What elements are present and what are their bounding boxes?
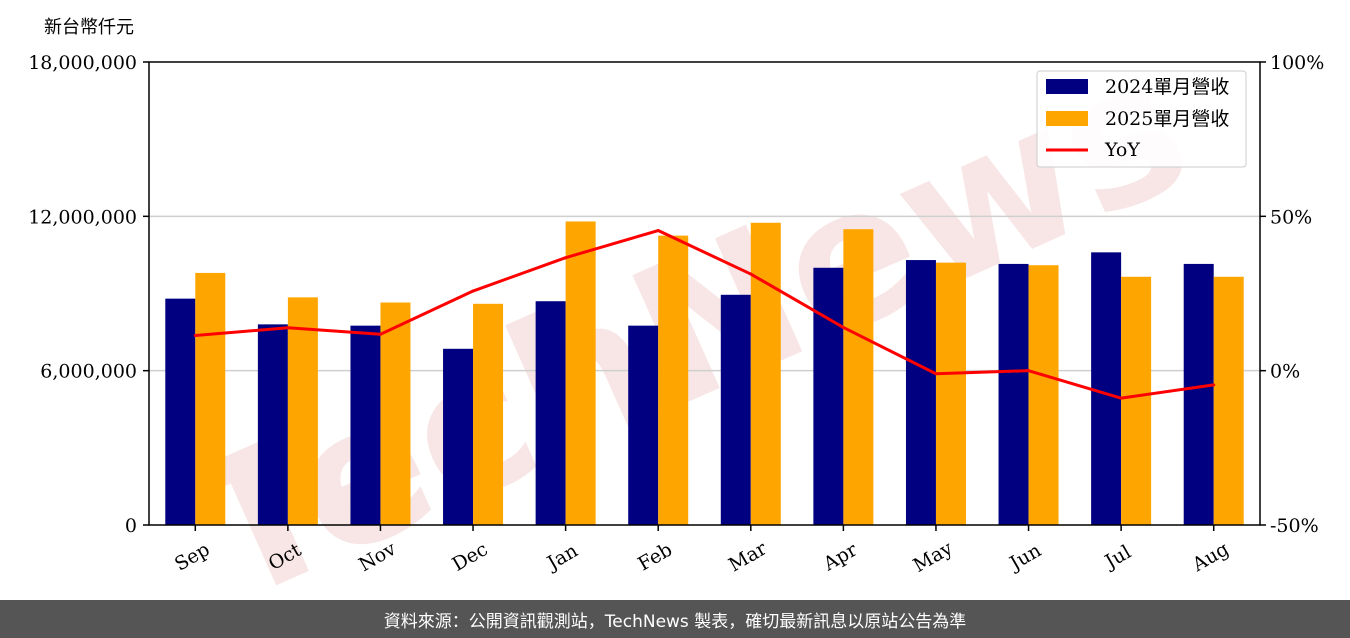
legend-label-2024: 2024單月營收 [1105,76,1229,98]
y-left-tick-label: 0 [125,515,137,537]
yoy-line [195,229,1214,400]
y-left-tick-label: 12,000,000 [28,206,137,228]
chart: TechNews 新台幣仟元 06,000,00012,000,00018,00… [28,14,1324,600]
bar-2024單月營收-Feb [628,325,659,525]
x-tick-label-Jun: Jun [1004,539,1045,575]
source-footer: 資料來源：公開資訊觀測站，TechNews 製表，確切最新訊息以原站公告為準 [0,600,1350,638]
yoy-point-May [934,372,938,376]
legend-swatch-2025 [1046,111,1088,126]
legend-swatch-2024 [1046,79,1088,94]
bar-2024單月營收-Dec [443,348,474,525]
bar-2024單月營收-Aug [1183,263,1214,525]
x-tick-label-Aug: Aug [1188,538,1233,577]
yoy-point-Mar [749,272,753,276]
bars [165,221,1244,525]
y-left-tick-label: 6,000,000 [40,361,137,383]
x-tick-label-May: May [909,537,956,577]
yoy-point-Dec [471,289,475,293]
gridlines [149,215,1260,372]
y-unit-label: 新台幣仟元 [44,17,134,38]
x-tick-label-Mar: Mar [725,537,771,576]
x-tick-label-Apr: Apr [819,538,862,575]
y-right-tick-label: -50% [1270,515,1319,537]
bar-2024單月營收-Sep [165,298,196,525]
bar-2025單月營收-May [935,262,966,525]
bar-2025單月營收-Feb [658,235,689,525]
yoy-line-layer [193,229,1216,400]
bar-2025單月營收-Jul [1121,276,1152,525]
bar-2024單月營收-Jan [535,301,566,525]
bar-2024單月營收-Nov [350,325,381,525]
yoy-point-Jan [564,256,568,260]
legend-label-2025: 2025單月營收 [1105,108,1229,130]
yoy-point-Aug [1212,383,1216,387]
bar-2025單月營收-Oct [287,297,318,525]
bar-2025單月營收-Mar [750,222,781,525]
bar-2025單月營收-Apr [843,229,874,525]
yoy-point-Nov [378,332,382,336]
bar-2024單月營收-Oct [257,324,288,525]
bar-2024單月營收-May [905,260,936,525]
y-right-tick-label: 100% [1270,52,1324,74]
x-tick-label-Jan: Jan [542,540,582,576]
source-text: 資料來源：公開資訊觀測站，TechNews 製表，確切最新訊息以原站公告為準 [383,611,967,632]
bar-2025單月營收-Jan [565,221,596,525]
yoy-point-Jun [1027,369,1031,373]
y-left-tick-label: 18,000,000 [28,52,137,74]
bar-2025單月營收-Sep [195,272,226,525]
bar-2025單月營收-Nov [380,302,411,525]
bar-2025單月營收-Jun [1028,265,1059,525]
y-right-tick-label: 50% [1270,206,1312,228]
x-tick-label-Jul: Jul [1100,541,1135,574]
y-right-tick-label: 0% [1270,361,1300,383]
yoy-point-Feb [656,229,660,233]
bar-2024單月營收-Mar [720,294,751,525]
bar-2025單月營收-Aug [1213,276,1244,525]
yoy-point-Oct [286,326,290,330]
yoy-point-Jul [1119,396,1123,400]
legend: 2024單月營收 2025單月營收 YoY [1036,70,1247,168]
bar-2024單月營收-Jul [1091,252,1122,525]
legend-box [1036,70,1247,168]
legend-label-yoy: YoY [1104,139,1140,161]
bar-2024單月營收-Jun [998,263,1029,525]
plot-frame [148,61,1261,526]
x-tick-label-Feb: Feb [634,539,676,576]
yoy-point-Apr [841,325,845,329]
bar-2024單月營收-Apr [813,267,844,525]
bar-2025單月營收-Dec [473,303,504,525]
yoy-point-Sep [193,333,197,337]
